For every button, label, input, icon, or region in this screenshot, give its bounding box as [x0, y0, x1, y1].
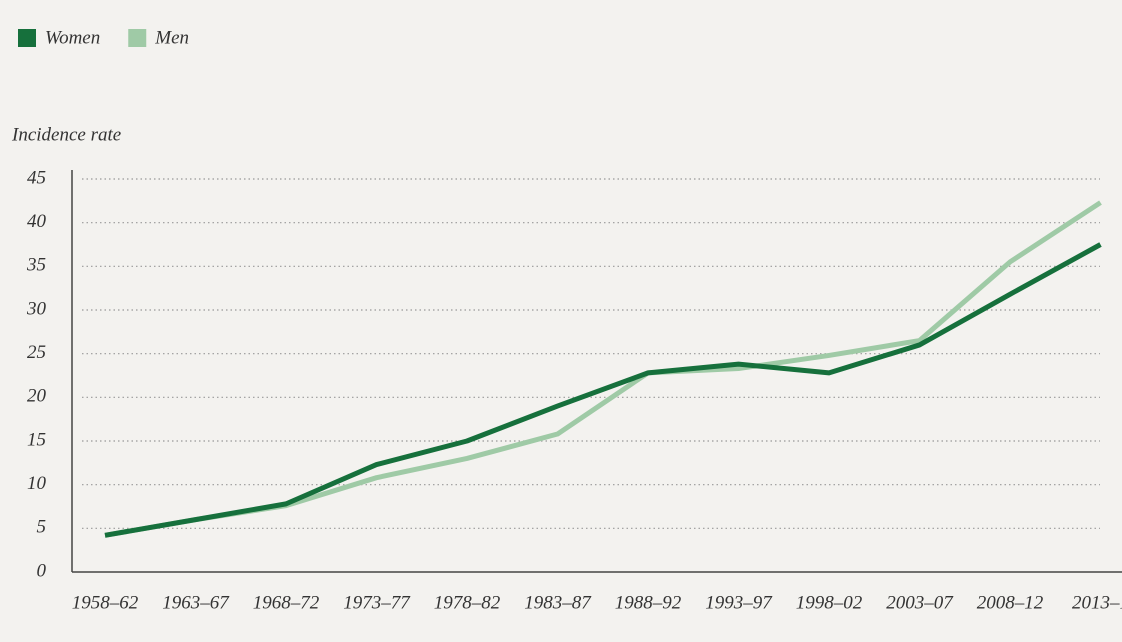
legend-label: Men — [154, 27, 189, 48]
y-tick-label: 30 — [26, 298, 47, 319]
x-tick-label: 1963–67 — [162, 592, 230, 613]
x-tick-label: 2013–1 — [1072, 592, 1122, 613]
y-tick-label: 5 — [37, 517, 47, 538]
y-tick-label: 0 — [37, 560, 47, 581]
x-tick-label: 1983–87 — [524, 592, 592, 613]
x-tick-label: 1988–92 — [615, 592, 682, 613]
y-tick-label: 40 — [27, 211, 47, 232]
y-tick-label: 35 — [26, 255, 46, 276]
series-line — [104, 242, 1102, 538]
x-tick-label: 1968–72 — [253, 592, 320, 613]
y-tick-label: 15 — [27, 429, 46, 450]
x-tick-label: 2008–12 — [977, 592, 1044, 613]
legend-swatch — [18, 29, 36, 47]
x-tick-label: 1998–02 — [796, 592, 863, 613]
y-tick-label: 20 — [27, 386, 47, 407]
legend-label: Women — [45, 27, 100, 48]
y-tick-label: 10 — [27, 473, 47, 494]
x-tick-label: 1993–97 — [705, 592, 773, 613]
y-tick-label: 25 — [27, 342, 46, 363]
x-tick-label: 2003–07 — [886, 592, 954, 613]
x-tick-label: 1958–62 — [72, 592, 139, 613]
legend-swatch — [128, 29, 147, 47]
x-tick-label: 1973–77 — [343, 592, 411, 613]
x-tick-label: 1978–82 — [434, 592, 501, 613]
y-tick-label: 45 — [27, 167, 46, 188]
y-axis-label: Incidence rate — [11, 124, 121, 145]
